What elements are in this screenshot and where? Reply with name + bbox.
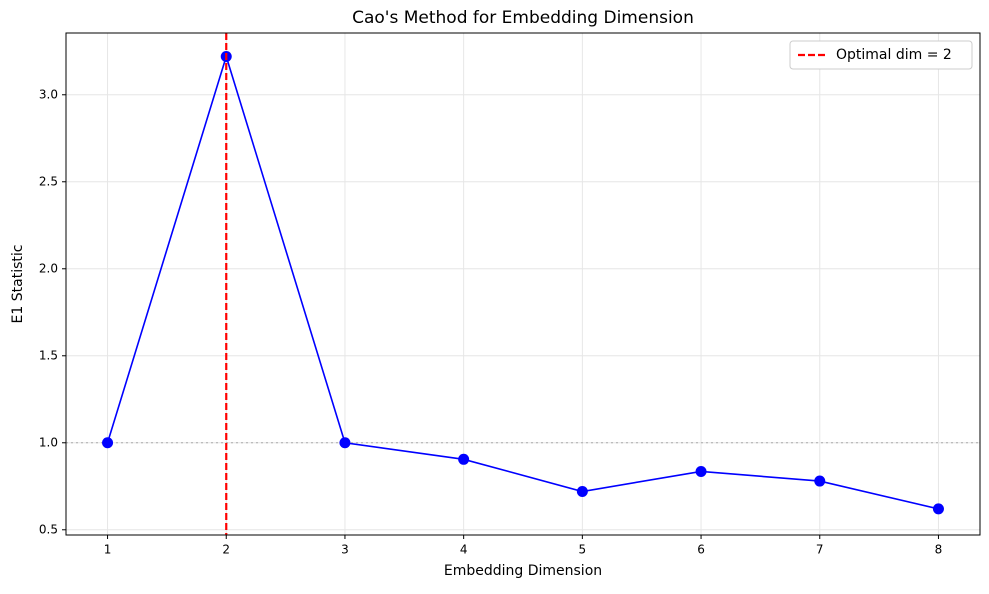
x-tick-label: 1 xyxy=(104,543,112,557)
x-tick-label: 6 xyxy=(697,543,705,557)
x-tick-label: 3 xyxy=(341,543,349,557)
y-tick-label: 0.5 xyxy=(39,522,58,536)
y-tick-label: 2.5 xyxy=(39,174,58,188)
chart-title: Cao's Method for Embedding Dimension xyxy=(352,8,694,28)
x-tick-label: 4 xyxy=(460,543,468,557)
point xyxy=(814,475,826,487)
axes-frame xyxy=(65,32,981,536)
y-tick-label: 1.5 xyxy=(39,348,58,362)
point xyxy=(695,465,707,477)
y-tick-label: 3.0 xyxy=(39,87,58,101)
x-tick-label: 2 xyxy=(222,543,230,557)
point xyxy=(932,503,944,515)
legend-box xyxy=(789,40,973,70)
x-tick-label: 7 xyxy=(816,543,824,557)
line xyxy=(106,53,939,510)
y-axis-label: E1 Statistic xyxy=(10,245,26,324)
legend-label: Optimal dim = 2 xyxy=(836,47,952,63)
y-tick-label: 2.0 xyxy=(39,261,58,275)
x-axis-label: Embedding Dimension xyxy=(444,563,602,579)
point xyxy=(339,437,351,449)
x-tick-label: 5 xyxy=(579,543,587,557)
point xyxy=(576,485,588,497)
point xyxy=(458,453,470,465)
point xyxy=(102,437,114,449)
x-tick-label: 8 xyxy=(935,543,943,557)
y-tick-label: 1.0 xyxy=(39,435,58,449)
